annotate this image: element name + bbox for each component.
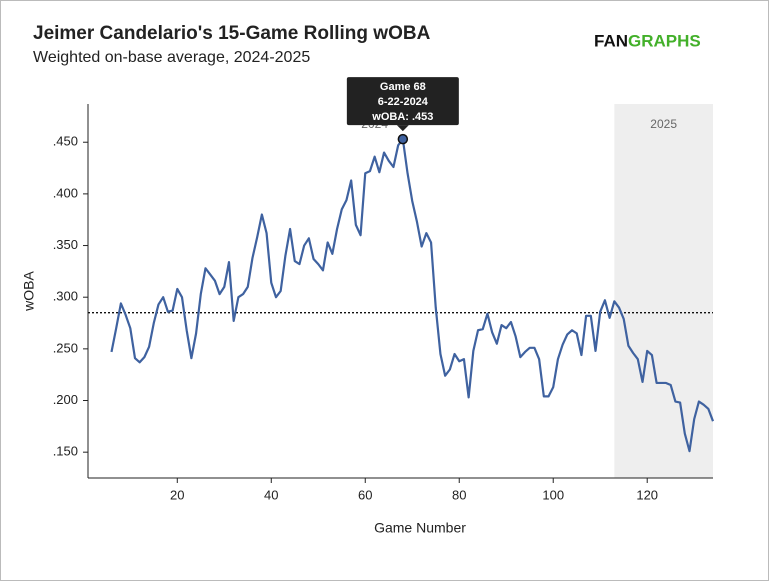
season-region [614, 104, 713, 478]
tooltip-line: wOBA: .453 [371, 111, 433, 123]
x-axis-label: Game Number [374, 520, 466, 536]
y-tick-label: .200 [53, 392, 78, 407]
y-tick-label: .150 [53, 444, 78, 459]
tooltip-pointer [396, 125, 409, 132]
tooltip-box [346, 77, 459, 126]
tooltip-line: Game 68 [380, 81, 426, 93]
chart-subtitle: Weighted on-base average, 2024-2025 [33, 49, 310, 66]
logo-right: GRAPHS [628, 31, 701, 50]
tooltip-line: 6-22-2024 [378, 96, 429, 108]
y-tick-label: .350 [53, 237, 78, 252]
x-tick-label: 60 [358, 487, 372, 502]
x-tick-label: 80 [452, 487, 466, 502]
y-tick-label: .400 [53, 185, 78, 200]
y-axis-label: wOBA [21, 271, 37, 312]
x-tick-label: 40 [264, 487, 278, 502]
y-tick-label: .300 [53, 289, 78, 304]
x-tick-label: 120 [636, 487, 658, 502]
highlight-point [397, 133, 409, 145]
tooltip: Game 68 6-22-2024 wOBA: .453 [346, 77, 459, 132]
logo-left: FAN [594, 31, 628, 50]
x-tick-label: 100 [542, 487, 564, 502]
y-tick-label: .250 [53, 340, 78, 355]
data-line [110, 138, 715, 453]
chart-title: Jeimer Candelario's 15-Game Rolling wOBA [33, 23, 431, 44]
season-label: 2025 [650, 117, 677, 131]
x-tick-label: 20 [170, 487, 184, 502]
y-tick-label: .450 [53, 134, 78, 149]
